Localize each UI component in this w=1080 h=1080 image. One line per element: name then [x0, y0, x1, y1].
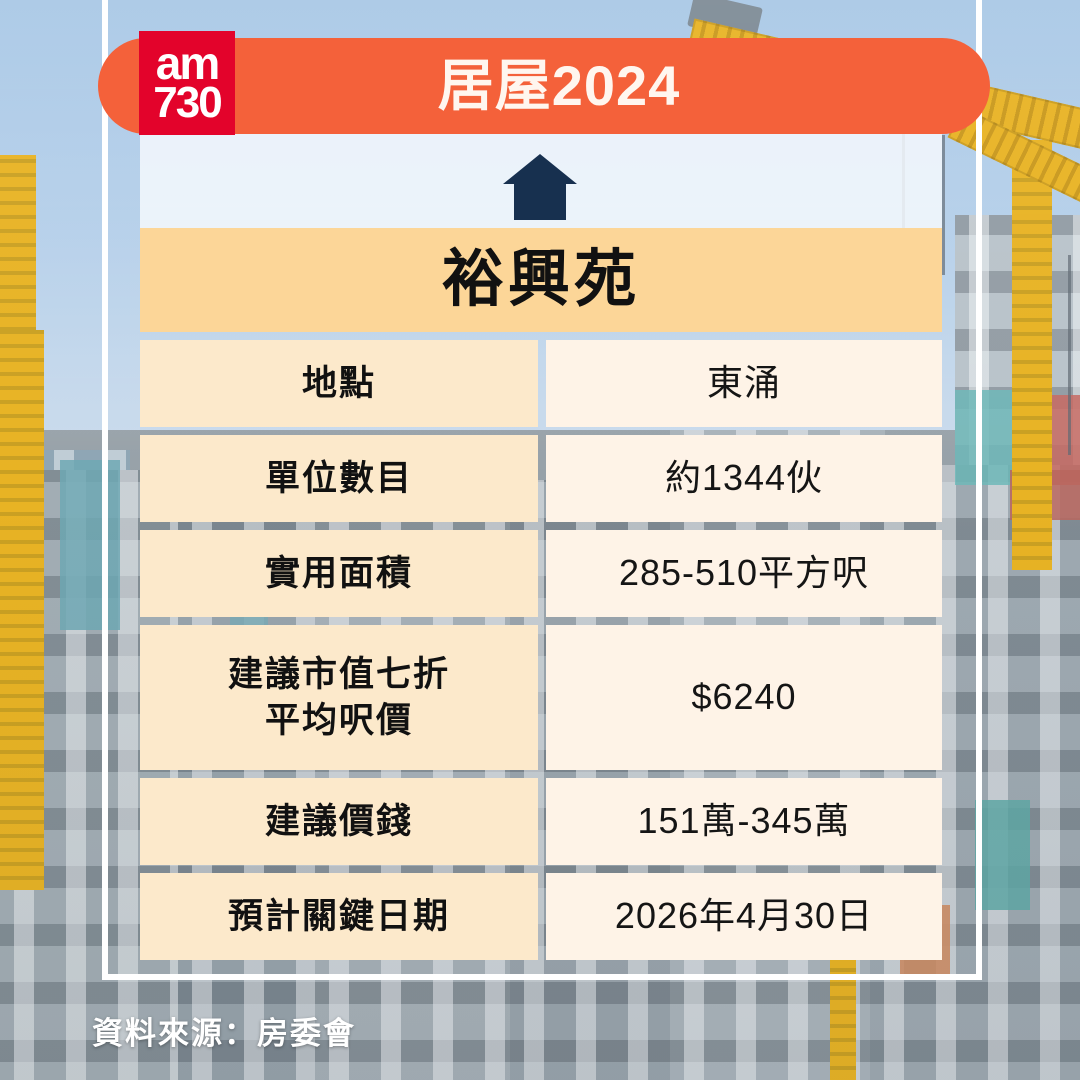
- table-cell-label: 預計關鍵日期: [140, 873, 538, 960]
- estate-name-band: 裕興苑: [140, 228, 942, 332]
- table-cell-label: 實用面積: [140, 530, 538, 617]
- page-title: 居屋2024: [437, 54, 681, 117]
- table-cell-label: 單位數目: [140, 435, 538, 522]
- crane-mast: [0, 330, 44, 890]
- table-cell-value: $6240: [546, 625, 942, 770]
- crane-mast: [1012, 140, 1052, 570]
- logo-text-am: am: [155, 37, 221, 90]
- table-cell-label: 建議市值七折 平均呎價: [140, 625, 538, 770]
- spec-table: 地點 東涌 單位數目 約1344伙 實用面積 285-510平方呎 建議市值七折 平均呎價 $6…: [140, 340, 942, 968]
- table-row: 建議市值七折 平均呎價 $6240: [140, 625, 942, 770]
- table-row: 實用面積 285-510平方呎: [140, 530, 942, 617]
- logo-text-730: 730: [153, 77, 222, 127]
- table-cell-value: 東涌: [546, 340, 942, 427]
- table-cell-value: 285-510平方呎: [546, 530, 942, 617]
- estate-name: 裕興苑: [441, 245, 640, 314]
- house-icon-container: [0, 154, 1080, 220]
- table-cell-value: 151萬-345萬: [546, 778, 942, 865]
- table-cell-label: 建議價錢: [140, 778, 538, 865]
- header-banner: 居屋2024: [98, 38, 990, 134]
- table-cell-label: 地點: [140, 340, 538, 427]
- crane-mast: [0, 155, 36, 355]
- facade-patch: [975, 800, 1030, 910]
- table-cell-value: 約1344伙: [546, 435, 942, 522]
- house-icon: [503, 154, 577, 220]
- table-row: 預計關鍵日期 2026年4月30日: [140, 873, 942, 960]
- table-row: 地點 東涌: [140, 340, 942, 427]
- table-row: 建議價錢 151萬-345萬: [140, 778, 942, 865]
- source-note: 資料來源：房委會: [92, 1016, 356, 1051]
- table-row: 單位數目 約1344伙: [140, 435, 942, 522]
- crane-cable: [942, 135, 945, 275]
- table-cell-value: 2026年4月30日: [546, 873, 942, 960]
- facade-patch: [60, 460, 120, 630]
- am730-logo[interactable]: am 730: [139, 31, 235, 135]
- crane-cable: [1068, 255, 1071, 455]
